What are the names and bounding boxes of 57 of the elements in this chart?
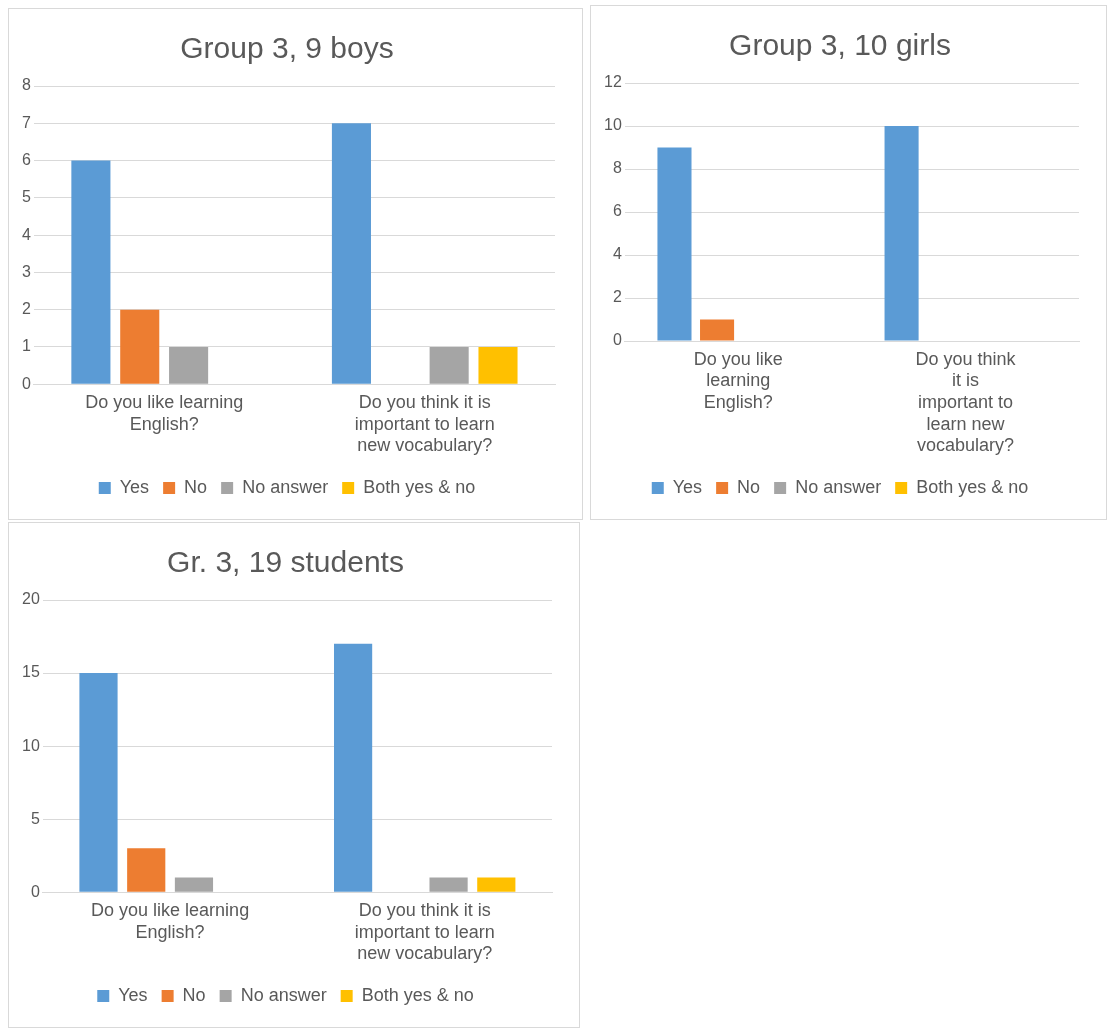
- x-tick-label: Do you like learning English?: [91, 899, 250, 942]
- bar: [657, 147, 692, 341]
- x-tick-label: Do you think it is important to learn new vocabulary?: [915, 348, 1017, 456]
- legend-label: Yes: [672, 476, 703, 497]
- y-tick-label: 5: [30, 809, 40, 827]
- y-tick-label: 15: [22, 663, 40, 681]
- y-tick-label: 2: [21, 300, 31, 318]
- bar: [174, 877, 214, 892]
- y-tick-label: 20: [22, 590, 40, 608]
- y-tick-label: 8: [612, 159, 622, 177]
- y-tick-label: 4: [612, 245, 622, 263]
- bar: [477, 877, 516, 892]
- bar: [127, 848, 166, 892]
- bar: [884, 126, 919, 341]
- bar: [331, 123, 371, 384]
- y-tick-label: 3: [21, 262, 31, 280]
- y-tick-label: 0: [21, 374, 31, 392]
- legend-label: Both yes & no: [361, 984, 474, 1005]
- y-tick-label: 7: [21, 113, 31, 131]
- bar: [478, 346, 518, 384]
- y-tick-label: 4: [21, 225, 31, 243]
- y-tick-label: 5: [21, 188, 31, 206]
- legend-label: Both yes & no: [916, 476, 1029, 497]
- y-tick-label: 2: [612, 288, 622, 306]
- y-tick-label: 10: [22, 736, 40, 754]
- legend-label: No answer: [240, 984, 327, 1005]
- y-tick-label: 12: [604, 73, 622, 91]
- bar: [429, 877, 468, 892]
- bar: [120, 309, 160, 384]
- y-tick-label: 0: [30, 882, 40, 900]
- y-tick-label: 6: [612, 202, 622, 220]
- x-tick-label: Do you like learning English?: [85, 391, 244, 434]
- legend-label: No: [182, 984, 206, 1005]
- legend-label: Both yes & no: [363, 476, 476, 497]
- chart-title: Gr. 3, 19 students: [167, 545, 404, 579]
- legend-label: No answer: [795, 476, 882, 497]
- bar: [700, 319, 735, 341]
- bar: [71, 160, 111, 384]
- x-tick-label: Do you think it is important to learn new vocabulary?: [354, 899, 495, 964]
- legend-label: Yes: [119, 476, 150, 497]
- legend-label: No: [737, 476, 761, 497]
- y-tick-label: 8: [21, 76, 31, 94]
- bar: [79, 673, 118, 892]
- x-tick-label: Do you like learning English?: [693, 348, 783, 412]
- bar: [334, 643, 373, 892]
- legend-label: Yes: [118, 984, 148, 1005]
- bar: [429, 346, 469, 384]
- bar: [169, 346, 209, 384]
- chart-title: Group 3, 10 girls: [729, 28, 951, 62]
- x-tick-label: Do you think it is important to learn new vocabulary?: [354, 391, 495, 456]
- y-tick-label: 1: [21, 337, 31, 355]
- y-tick-label: 0: [612, 331, 622, 349]
- y-tick-label: 10: [604, 116, 622, 134]
- chart-title: Group 3, 9 boys: [180, 31, 394, 65]
- legend-label: No: [184, 476, 208, 497]
- y-tick-label: 6: [21, 150, 31, 168]
- legend-label: No answer: [242, 476, 329, 497]
